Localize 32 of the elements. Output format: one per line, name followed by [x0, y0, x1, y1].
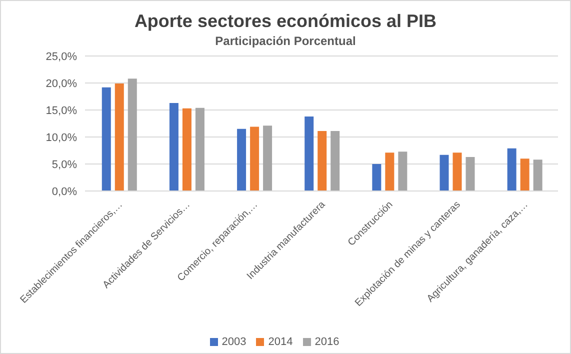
legend-label: 2003 [222, 336, 246, 348]
bar [128, 78, 137, 191]
bar [520, 158, 530, 191]
bar [195, 108, 204, 191]
bar [169, 102, 178, 191]
y-tick-label: 15,0% [46, 104, 78, 117]
bar [304, 116, 314, 191]
y-tick-label: 25,0% [46, 50, 78, 63]
bar [102, 87, 111, 191]
bar [263, 126, 272, 191]
bar [440, 154, 449, 191]
bar [237, 128, 246, 191]
bar [507, 148, 516, 191]
y-tick-label: 20,0% [46, 78, 78, 90]
bar [330, 131, 340, 191]
chart-subtitle: Participación Porcentual [214, 34, 357, 48]
y-tick-label: 10,0% [46, 132, 78, 144]
bar [250, 126, 260, 191]
legend-label: 2016 [314, 336, 340, 348]
y-tick-label: 0,0% [52, 186, 78, 198]
bar [385, 152, 394, 191]
y-tick-label: 5,0% [52, 158, 78, 171]
bar [318, 131, 327, 191]
bar [533, 160, 542, 191]
chart-title: Aporte sectores económicos al PIB [133, 10, 438, 32]
bar [182, 108, 192, 191]
legend-label: 2014 [268, 336, 293, 348]
bar [372, 164, 382, 191]
bar [398, 152, 408, 191]
bar [466, 156, 475, 191]
bar [114, 84, 124, 191]
bar [452, 152, 462, 191]
